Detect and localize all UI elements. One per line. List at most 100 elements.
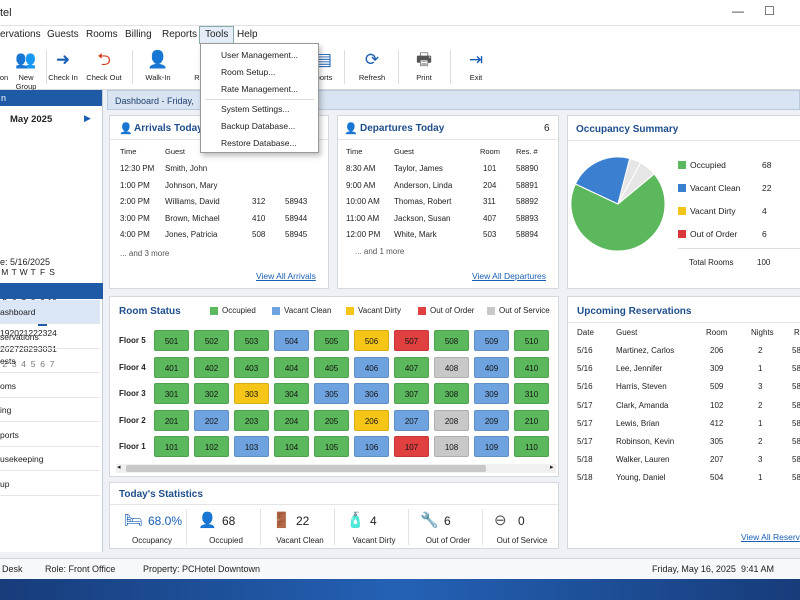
calendar-day[interactable]: 31 xyxy=(47,343,57,354)
room-cell[interactable]: 408 xyxy=(434,356,469,378)
room-cell[interactable]: 507 xyxy=(394,330,429,351)
room-cell[interactable]: 301 xyxy=(154,383,189,404)
room-cell[interactable]: 305 xyxy=(314,383,349,404)
room-cell[interactable]: 209 xyxy=(474,409,509,431)
room-cell[interactable]: 103 xyxy=(234,436,269,457)
menu-item-restore-database[interactable]: Restore Database... xyxy=(221,138,297,148)
new-group-button[interactable]: 👥 New Group xyxy=(8,50,44,91)
calendar-day[interactable]: 27 xyxy=(9,343,19,354)
calendar-day[interactable]: 5 xyxy=(30,359,36,370)
room-cell[interactable]: 410 xyxy=(514,356,549,378)
room-cell[interactable]: 106 xyxy=(354,436,389,457)
room-cell[interactable]: 506 xyxy=(354,330,389,351)
room-cell[interactable]: 206 xyxy=(354,409,389,431)
room-cell[interactable]: 510 xyxy=(514,330,549,351)
nav-item[interactable]: ports xyxy=(0,423,100,447)
maximize-icon[interactable]: ☐ xyxy=(764,4,775,18)
room-cell[interactable]: 409 xyxy=(474,356,509,378)
calendar-day[interactable]: 4 xyxy=(21,359,27,370)
room-cell[interactable]: 210 xyxy=(514,409,549,431)
menu-rooms[interactable]: Rooms xyxy=(86,29,118,40)
nav-item[interactable]: ashboard xyxy=(0,300,100,324)
reports-button[interactable]: ▤ ports xyxy=(312,50,336,82)
nav-item[interactable]: up xyxy=(0,472,100,496)
calendar-day[interactable]: 20 xyxy=(9,328,19,339)
scrollbar-thumb[interactable] xyxy=(126,465,486,472)
room-cell[interactable]: 306 xyxy=(354,383,389,404)
menu-help[interactable]: Help xyxy=(237,29,258,40)
menu-tools[interactable]: Tools xyxy=(199,26,235,44)
room-cell[interactable]: 102 xyxy=(194,436,229,457)
room-cell[interactable]: 204 xyxy=(274,409,309,431)
next-month-icon[interactable]: ▶ xyxy=(84,113,91,123)
room-cell[interactable]: 208 xyxy=(434,409,469,431)
menu-item-rate-management[interactable]: Rate Management... xyxy=(221,84,299,94)
room-cell[interactable]: 502 xyxy=(194,330,229,351)
room-cell[interactable]: 109 xyxy=(474,436,509,457)
room-cell[interactable]: 202 xyxy=(194,409,229,431)
room-cell[interactable]: 406 xyxy=(354,356,389,378)
room-cell[interactable]: 405 xyxy=(314,356,349,378)
calendar-day[interactable]: 22 xyxy=(28,328,38,339)
room-cell[interactable]: 401 xyxy=(154,356,189,378)
nav-item[interactable]: servations xyxy=(0,325,100,349)
calendar-day[interactable]: 24 xyxy=(47,328,57,339)
room-cell[interactable]: 107 xyxy=(394,436,429,457)
room-cell[interactable]: 501 xyxy=(154,330,189,351)
menu-item-room-setup[interactable]: Room Setup... xyxy=(221,67,276,77)
room-cell[interactable]: 303 xyxy=(234,383,269,404)
toolbar-r-button[interactable]: R xyxy=(192,50,202,82)
menu-billing[interactable]: Billing xyxy=(125,29,152,40)
room-cell[interactable]: 509 xyxy=(474,330,509,351)
room-cell[interactable]: 108 xyxy=(434,436,469,457)
calendar-day[interactable]: 19 xyxy=(0,328,10,339)
room-cell[interactable]: 302 xyxy=(194,383,229,404)
room-cell[interactable]: 402 xyxy=(194,356,229,378)
room-cell[interactable]: 308 xyxy=(434,383,469,404)
menu-item-system-settings[interactable]: System Settings... xyxy=(221,104,290,114)
calendar-day[interactable]: 28 xyxy=(18,343,29,354)
scroll-right-icon[interactable]: ▸ xyxy=(550,464,554,471)
room-cell[interactable]: 504 xyxy=(274,330,309,351)
calendar-day[interactable]: 29 xyxy=(28,343,38,354)
calendar-day[interactable]: 3 xyxy=(11,359,17,370)
room-cell[interactable]: 508 xyxy=(434,330,469,351)
scroll-left-icon[interactable]: ◂ xyxy=(117,464,121,471)
check-in-button[interactable]: ➜ Check In xyxy=(48,50,78,82)
room-cell[interactable]: 105 xyxy=(314,436,349,457)
calendar-day[interactable]: 30 xyxy=(37,343,48,354)
room-grid-scrollbar[interactable]: ◂ ▸ xyxy=(116,464,556,473)
view-all-reservations-link[interactable]: View All Reserv xyxy=(741,532,800,542)
room-cell[interactable]: 205 xyxy=(314,409,349,431)
room-cell[interactable]: 203 xyxy=(234,409,269,431)
room-cell[interactable]: 403 xyxy=(234,356,269,378)
view-all-departures-link[interactable]: View All Departures xyxy=(472,271,547,281)
calendar-day[interactable]: 23 xyxy=(37,328,48,339)
room-cell[interactable]: 307 xyxy=(394,383,429,404)
room-cell[interactable]: 310 xyxy=(514,383,549,404)
nav-item[interactable]: usekeeping xyxy=(0,447,100,471)
nav-item[interactable]: ing xyxy=(0,398,100,422)
walk-in-button[interactable]: 👤 Walk-In xyxy=(138,50,178,82)
calendar-day[interactable]: 21 xyxy=(18,328,29,339)
menu-item-backup-database[interactable]: Backup Database... xyxy=(221,121,296,131)
room-cell[interactable]: 110 xyxy=(514,436,549,457)
room-cell[interactable]: 404 xyxy=(274,356,309,378)
room-cell[interactable]: 503 xyxy=(234,330,269,351)
room-cell[interactable]: 101 xyxy=(154,436,189,457)
nav-item[interactable]: oms xyxy=(0,374,100,398)
room-cell[interactable]: 407 xyxy=(394,356,429,378)
check-out-button[interactable]: ⮌ Check Out xyxy=(86,50,122,82)
menu-reservations[interactable]: ervations xyxy=(0,29,41,40)
print-button[interactable]: 🖶 Print xyxy=(406,50,442,82)
menu-reports[interactable]: Reports xyxy=(162,29,198,40)
exit-button[interactable]: ⇥ Exit xyxy=(458,50,494,82)
refresh-button[interactable]: ⟳ Refresh xyxy=(354,50,390,82)
calendar-day[interactable]: 2 xyxy=(2,359,8,370)
minimize-icon[interactable]: — xyxy=(732,4,744,18)
menu-guests[interactable]: Guests xyxy=(47,29,79,40)
room-cell[interactable]: 309 xyxy=(474,383,509,404)
room-cell[interactable]: 505 xyxy=(314,330,349,351)
room-cell[interactable]: 104 xyxy=(274,436,309,457)
room-cell[interactable]: 201 xyxy=(154,409,189,431)
